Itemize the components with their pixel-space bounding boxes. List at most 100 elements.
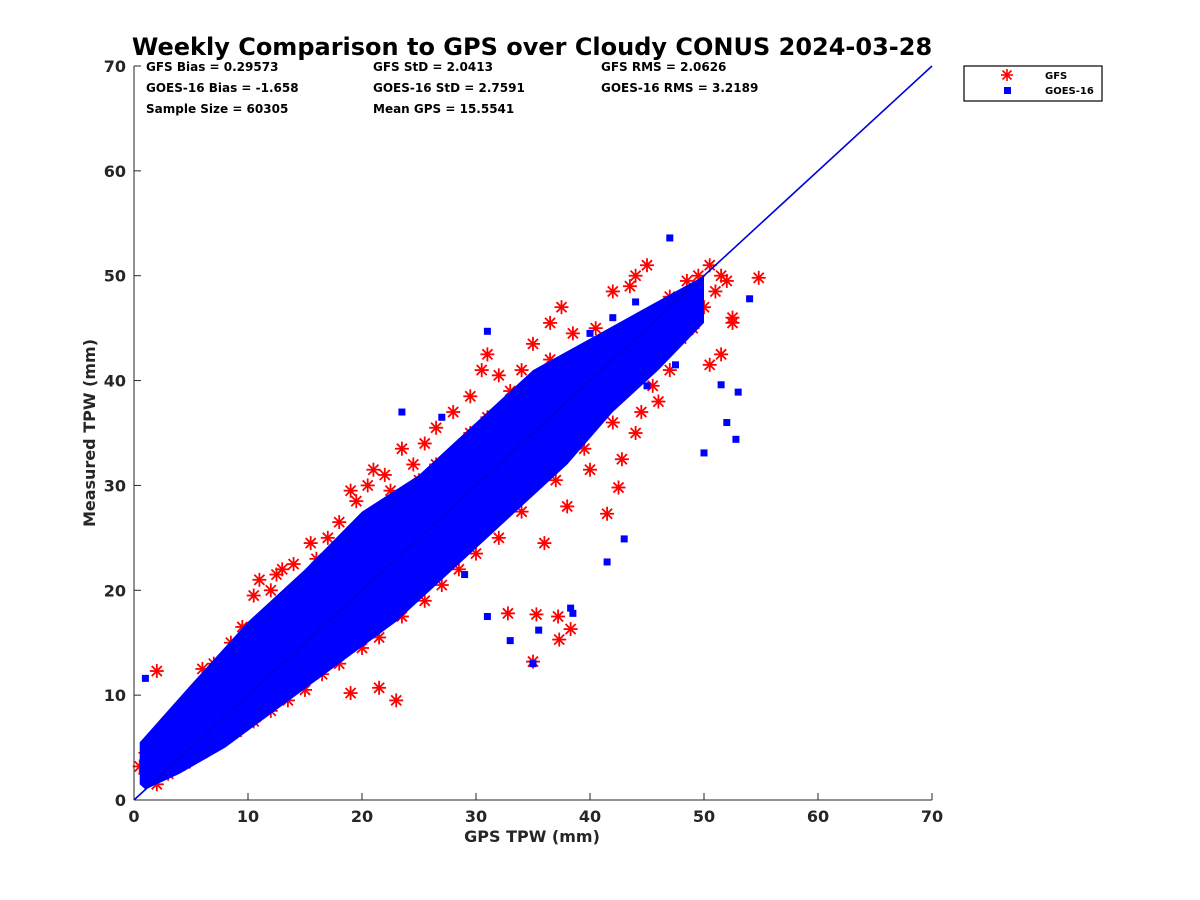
gfs-point	[446, 405, 461, 420]
goes-point	[506, 637, 514, 645]
y-tick-label: 10	[104, 686, 126, 705]
x-ticks: 0 10 20 30 40 50 60 70	[128, 793, 943, 826]
y-tick-label: 40	[104, 372, 126, 391]
y-tick-label: 30	[104, 476, 126, 495]
gfs-point	[263, 583, 278, 598]
gfs-point	[377, 467, 392, 482]
gfs-point	[417, 593, 432, 608]
gfs-point	[303, 536, 318, 551]
gfs-point	[500, 606, 515, 621]
gfs-point	[614, 452, 629, 467]
gfs-point	[605, 284, 620, 299]
gfs-point	[429, 420, 444, 435]
goes-point	[732, 435, 740, 443]
goes-point	[586, 329, 594, 337]
gfs-point	[332, 515, 347, 530]
y-ticks: 0 10 20 30 40 50 60 70	[104, 57, 141, 810]
gfs-point	[372, 680, 387, 695]
gfs-point	[611, 480, 626, 495]
stats-annotations: GFS Bias = 0.29573 GFS StD = 2.0413 GFS …	[146, 60, 758, 116]
gfs-point	[708, 284, 723, 299]
gfs-point	[560, 499, 575, 514]
legend-gfs-label: GFS	[1045, 71, 1067, 82]
gfs-point	[725, 310, 740, 325]
gfs-point	[406, 457, 421, 472]
stat-goes-rms: GOES-16 RMS = 3.2189	[601, 81, 758, 95]
goes-point	[672, 361, 679, 369]
gfs-point	[343, 483, 358, 498]
stat-goes-std: GOES-16 StD = 2.7591	[373, 81, 525, 95]
gfs-point	[275, 562, 290, 577]
gfs-point	[491, 530, 506, 545]
x-tick-label: 0	[128, 807, 139, 826]
stat-mean-gps: Mean GPS = 15.5541	[373, 102, 514, 116]
goes-point	[483, 327, 491, 335]
goes-point	[700, 449, 708, 457]
goes-point	[529, 660, 537, 668]
one-to-one-line	[133, 65, 933, 801]
stat-goes-bias: GOES-16 Bias = -1.658	[146, 81, 299, 95]
stat-gfs-bias: GFS Bias = 0.29573	[146, 60, 278, 74]
goes-point	[569, 609, 577, 617]
goes-density-region	[139, 275, 704, 790]
gfs-point	[463, 389, 478, 404]
x-tick-label: 20	[351, 807, 373, 826]
y-axis-label: Measured TPW (mm)	[80, 339, 99, 527]
y-tick-label: 0	[115, 791, 126, 810]
goes-point	[567, 604, 575, 612]
density-layer	[139, 275, 704, 790]
gfs-point	[394, 441, 409, 456]
stat-gfs-std: GFS StD = 2.0413	[373, 60, 493, 74]
gfs-point	[149, 664, 164, 679]
gfs-point	[634, 405, 649, 420]
gfs-point	[600, 506, 615, 521]
goes-point	[461, 571, 469, 579]
gfs-point	[529, 607, 544, 622]
goes-point	[632, 298, 640, 306]
y-tick-label: 50	[104, 267, 126, 286]
chart-title: Weekly Comparison to GPS over Cloudy CON…	[132, 33, 932, 61]
goes-point	[535, 626, 543, 634]
gfs-point	[349, 494, 364, 509]
x-tick-label: 40	[579, 807, 601, 826]
goes-point	[620, 535, 628, 543]
stat-sample-size: Sample Size = 60305	[146, 102, 288, 116]
gfs-point	[286, 557, 301, 572]
legend-goes-marker	[1004, 87, 1011, 94]
y-tick-label: 70	[104, 57, 126, 76]
gfs-point	[514, 363, 529, 378]
goes-point	[398, 408, 406, 416]
gfs-point	[719, 273, 734, 288]
gfs-point	[389, 693, 404, 708]
goes-point	[609, 314, 617, 322]
gfs-point	[640, 258, 654, 273]
gfs-point	[537, 536, 552, 551]
gfs-point	[474, 363, 489, 378]
gfs-point	[320, 530, 335, 545]
gfs-point	[563, 622, 578, 637]
gfs-point	[622, 279, 637, 294]
gfs-point	[246, 588, 261, 603]
x-tick-label: 70	[921, 807, 943, 826]
axes: 0 10 20 30 40 50 60 70 0 10 20 30 40 50 60 70	[104, 57, 943, 826]
goes-point	[438, 413, 446, 421]
goes-point	[717, 381, 725, 389]
stat-gfs-rms: GFS RMS = 2.0626	[601, 60, 726, 74]
gfs-point	[714, 347, 729, 362]
legend-gfs-marker	[1001, 69, 1013, 81]
gfs-point	[252, 572, 267, 587]
legend-goes-label: GOES-16	[1045, 86, 1094, 97]
x-tick-label: 30	[465, 807, 487, 826]
gfs-point	[702, 357, 717, 372]
goes-point	[746, 295, 754, 303]
gfs-point	[366, 462, 381, 477]
legend-box	[963, 65, 1103, 102]
goes-point	[483, 613, 491, 620]
gfs-point	[751, 270, 766, 285]
goes-point	[603, 558, 611, 566]
x-tick-label: 60	[807, 807, 829, 826]
x-axis-label: GPS TPW (mm)	[464, 827, 600, 846]
gfs-point	[628, 426, 643, 440]
gfs-point	[360, 478, 375, 493]
